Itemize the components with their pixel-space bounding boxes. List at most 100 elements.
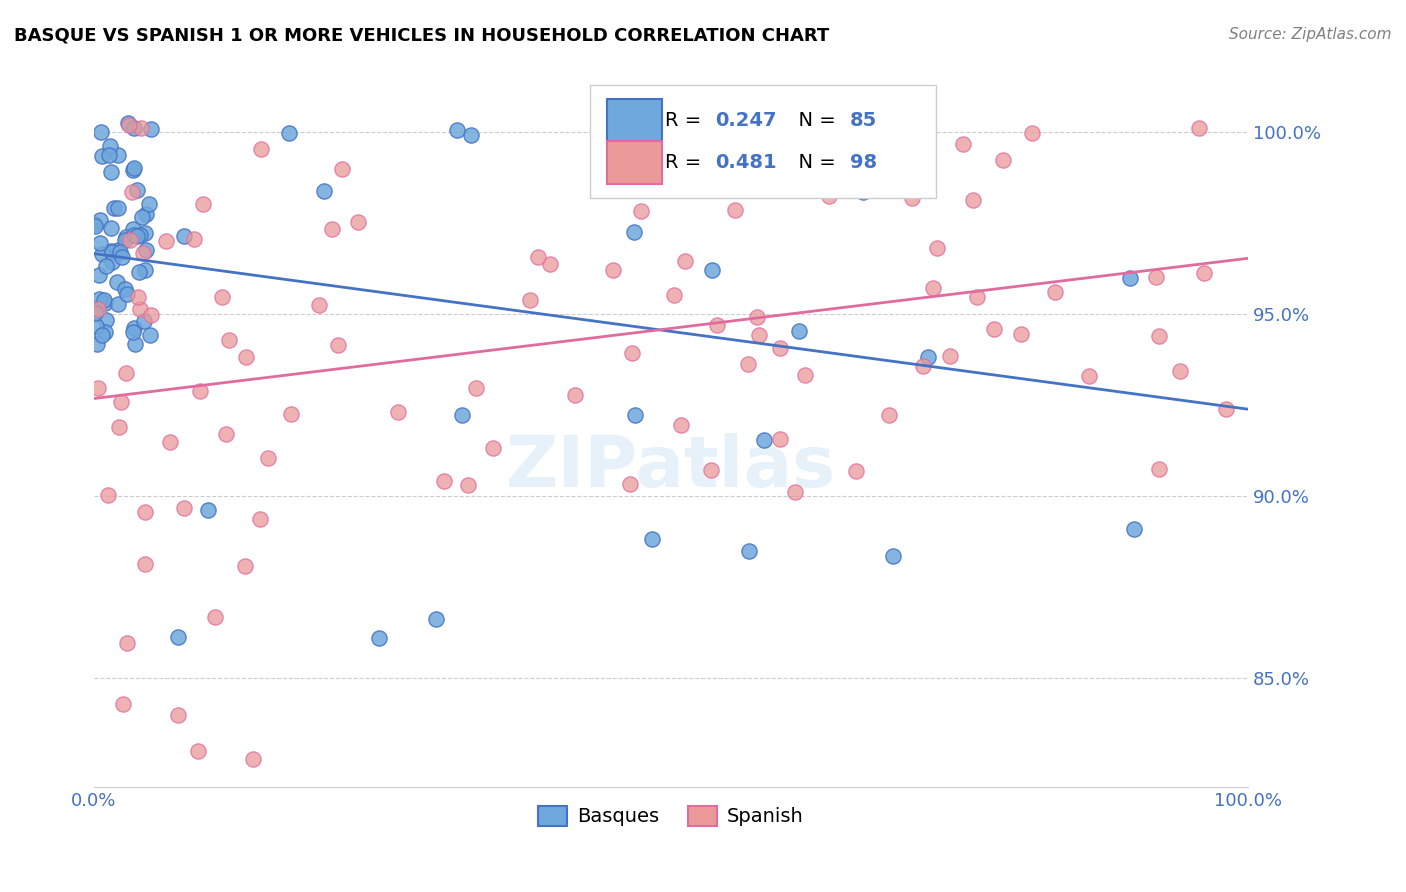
- Point: [110, 394, 132, 409]
- Point: [107, 201, 129, 215]
- Point: [127, 290, 149, 304]
- Point: [962, 193, 984, 207]
- Point: [1123, 522, 1146, 536]
- Point: [84, 306, 107, 320]
- Point: [134, 505, 156, 519]
- Point: [249, 511, 271, 525]
- Point: [118, 233, 141, 247]
- Point: [367, 632, 389, 646]
- Point: [621, 346, 644, 360]
- Point: [187, 744, 209, 758]
- Point: [737, 544, 759, 558]
- Point: [173, 501, 195, 516]
- Point: [661, 119, 683, 133]
- Point: [519, 293, 541, 307]
- Point: [769, 433, 792, 447]
- Point: [425, 612, 447, 626]
- Point: [122, 222, 145, 236]
- Point: [451, 408, 474, 422]
- Point: [197, 503, 219, 517]
- Point: [769, 342, 792, 356]
- Point: [1215, 401, 1237, 416]
- Point: [235, 351, 257, 365]
- Text: ZIPatlas: ZIPatlas: [506, 434, 837, 502]
- Point: [387, 405, 409, 419]
- Point: [127, 183, 149, 197]
- Text: R =: R =: [665, 111, 707, 129]
- Point: [101, 245, 124, 260]
- Point: [89, 213, 111, 227]
- Point: [139, 308, 162, 322]
- Point: [94, 260, 117, 274]
- Text: N =: N =: [786, 153, 842, 172]
- Point: [312, 184, 335, 198]
- Point: [115, 366, 138, 380]
- Point: [1192, 266, 1215, 280]
- Point: [623, 225, 645, 239]
- Point: [845, 464, 868, 478]
- Point: [1170, 364, 1192, 378]
- Point: [673, 254, 696, 268]
- Point: [686, 163, 709, 178]
- Point: [754, 434, 776, 448]
- Point: [93, 293, 115, 307]
- Point: [128, 265, 150, 279]
- Point: [966, 290, 988, 304]
- Legend: Basques, Spanish: Basques, Spanish: [530, 798, 811, 834]
- Point: [1144, 270, 1167, 285]
- Point: [108, 420, 131, 434]
- Point: [1077, 369, 1099, 384]
- Point: [1010, 326, 1032, 341]
- Point: [103, 202, 125, 216]
- Point: [249, 142, 271, 156]
- Point: [526, 250, 548, 264]
- Point: [925, 241, 948, 255]
- Point: [111, 697, 134, 711]
- Point: [321, 222, 343, 236]
- Point: [131, 120, 153, 135]
- Point: [1045, 285, 1067, 300]
- Point: [744, 131, 766, 145]
- Point: [107, 244, 129, 258]
- Point: [952, 136, 974, 151]
- Point: [917, 350, 939, 364]
- Point: [188, 384, 211, 398]
- Point: [107, 147, 129, 161]
- Text: Source: ZipAtlas.com: Source: ZipAtlas.com: [1229, 27, 1392, 42]
- Point: [121, 163, 143, 178]
- Point: [326, 338, 349, 352]
- Point: [983, 321, 1005, 335]
- Point: [460, 128, 482, 143]
- Point: [173, 229, 195, 244]
- Point: [155, 234, 177, 248]
- Text: 0.481: 0.481: [714, 153, 776, 172]
- Point: [124, 120, 146, 135]
- Point: [84, 219, 107, 233]
- Point: [624, 409, 647, 423]
- Point: [121, 186, 143, 200]
- Text: N =: N =: [786, 111, 842, 129]
- Point: [114, 233, 136, 247]
- Point: [700, 463, 723, 477]
- Text: 85: 85: [849, 111, 877, 129]
- Point: [789, 324, 811, 338]
- Point: [91, 149, 114, 163]
- Point: [91, 247, 114, 261]
- Point: [700, 262, 723, 277]
- Point: [901, 191, 924, 205]
- Text: 0.247: 0.247: [714, 111, 776, 129]
- Point: [98, 139, 121, 153]
- Point: [457, 478, 479, 492]
- Point: [129, 301, 152, 316]
- Point: [482, 441, 505, 455]
- Point: [94, 312, 117, 326]
- Point: [87, 381, 110, 395]
- Point: [747, 310, 769, 324]
- Point: [794, 368, 817, 383]
- Point: [132, 246, 155, 260]
- Point: [257, 451, 280, 466]
- Point: [115, 635, 138, 649]
- Point: [93, 296, 115, 310]
- Point: [97, 488, 120, 502]
- Point: [433, 475, 456, 489]
